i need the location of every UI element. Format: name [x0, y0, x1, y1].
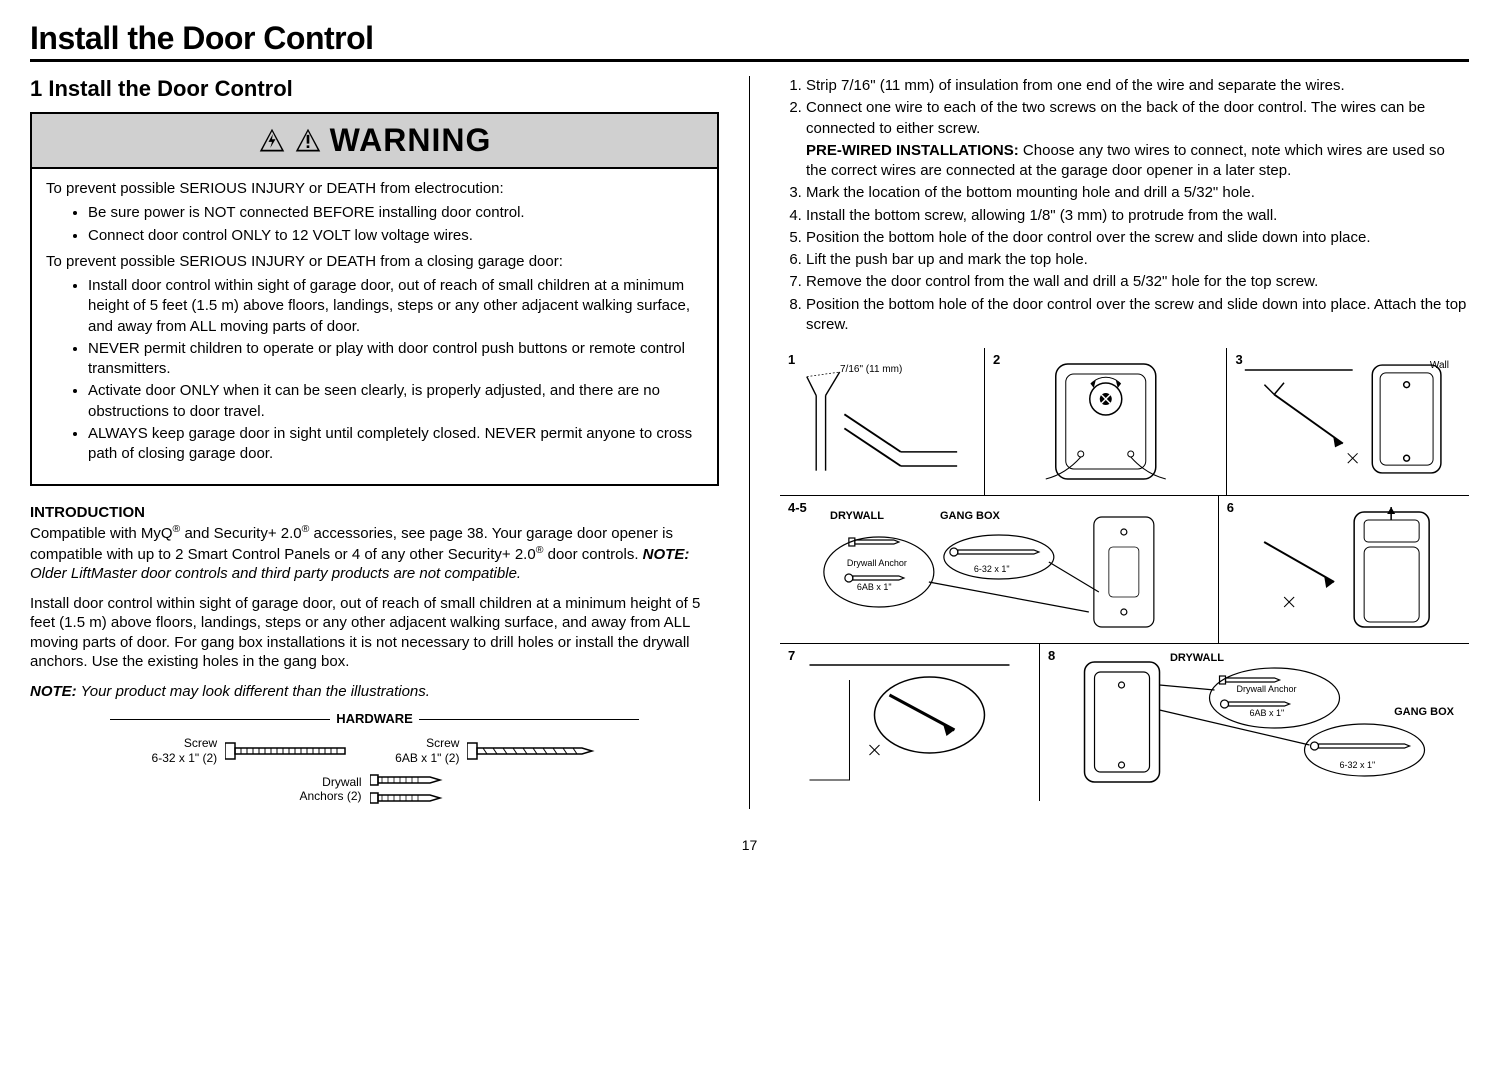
warning-header: WARNING [32, 114, 717, 169]
step-item: Connect one wire to each of the two scre… [806, 98, 1469, 181]
diagram-number: 7 [788, 648, 795, 663]
diagram-number: 1 [788, 352, 795, 367]
introduction-p3: NOTE: Your product may look different th… [30, 682, 719, 702]
hardware-screw2: Screw 6AB x 1" (2) [395, 736, 597, 765]
hardware-label: Screw [395, 736, 459, 750]
diagram-7: 7 [780, 644, 1040, 801]
diagram-3: 3 Wall [1227, 348, 1469, 495]
hardware-label: Drywall [299, 775, 361, 789]
warning-box: WARNING To prevent possible SERIOUS INJU… [30, 112, 719, 486]
diagram-6: 6 [1219, 496, 1469, 643]
diagram-number: 3 [1235, 352, 1242, 367]
hardware-row: Screw 6-32 x 1" (2) Screw 6AB x 1" [30, 726, 719, 765]
hardware-anchor: Drywall Anchors (2) [299, 769, 449, 809]
diagram-8: 8 DRYWALL GANG BOX Drywall Anchor 6AB x … [1040, 644, 1469, 801]
content-columns: 1 Install the Door Control WARNING To pr… [30, 76, 1469, 809]
warning-list-2: Install door control within sight of gar… [46, 276, 703, 464]
svg-text:Drywall Anchor: Drywall Anchor [847, 558, 907, 568]
warning-bullet: NEVER permit children to operate or play… [88, 339, 703, 380]
step-item: Lift the push bar up and mark the top ho… [806, 250, 1469, 270]
hardware-title: HARDWARE [30, 711, 719, 726]
page-number: 17 [30, 837, 1469, 853]
diagram-area: 1 7/16" (11 mm) 2 [780, 347, 1469, 801]
svg-text:6-32 x 1": 6-32 x 1" [1339, 760, 1375, 770]
hardware-section: HARDWARE Screw 6-32 x 1" (2) [30, 711, 719, 809]
introduction-heading: INTRODUCTION [30, 504, 719, 521]
svg-text:Drywall Anchor: Drywall Anchor [1236, 684, 1296, 694]
diagram-row: 1 7/16" (11 mm) 2 [780, 348, 1469, 496]
warning-body: To prevent possible SERIOUS INJURY or DE… [32, 169, 717, 484]
step-text: Connect one wire to each of the two scre… [806, 99, 1425, 136]
svg-text:6-32 x 1": 6-32 x 1" [974, 564, 1010, 574]
step-subtitle: 1 Install the Door Control [30, 76, 719, 102]
warning-bullet: Connect door control ONLY to 12 VOLT low… [88, 226, 703, 246]
diagram-number: 8 [1048, 648, 1055, 663]
hardware-label: 6AB x 1" (2) [395, 751, 459, 765]
introduction-p1: Compatible with MyQ® and Security+ 2.0® … [30, 523, 719, 584]
svg-text:6AB x 1": 6AB x 1" [1249, 708, 1284, 718]
step-item: Position the bottom hole of the door con… [806, 228, 1469, 248]
step-item: Remove the door control from the wall an… [806, 272, 1469, 292]
electric-hazard-icon [258, 127, 286, 155]
diagram-number: 2 [993, 352, 1000, 367]
diagram-2: 2 [985, 348, 1228, 495]
diagram-1: 1 7/16" (11 mm) [780, 348, 985, 495]
warning-bullet: Be sure power is NOT connected BEFORE in… [88, 203, 703, 223]
note-text: Your product may look different than the… [77, 683, 430, 700]
warning-lead-2: To prevent possible SERIOUS INJURY or DE… [46, 252, 703, 272]
note-label: NOTE: [30, 683, 77, 700]
step-item: Mark the location of the bottom mounting… [806, 183, 1469, 203]
section-title: Install the Door Control [30, 20, 1469, 62]
diagram-number: 6 [1227, 500, 1234, 515]
step-item: Strip 7/16" (11 mm) of insulation from o… [806, 76, 1469, 96]
diagram-number: 4-5 [788, 500, 807, 515]
screw-icon [467, 739, 597, 763]
diagram-row: 4-5 DRYWALL GANG BOX Drywall Anchor 6AB … [780, 496, 1469, 644]
screw-icon [225, 739, 355, 763]
intro-text: door controls. [543, 546, 642, 563]
intro-text: and Security+ 2.0 [180, 525, 301, 542]
diagram-label: 7/16" (11 mm) [840, 364, 902, 375]
left-column: 1 Install the Door Control WARNING To pr… [30, 76, 719, 809]
hardware-label: 6-32 x 1" (2) [152, 751, 218, 765]
intro-text: Compatible with MyQ [30, 525, 173, 542]
step-subnote: PRE-WIRED INSTALLATIONS: Choose any two … [806, 141, 1469, 182]
gangbox-label: GANG BOX [1394, 706, 1454, 718]
hardware-label: Screw [152, 736, 218, 750]
step-item: Install the bottom screw, allowing 1/8" … [806, 206, 1469, 226]
mark-wall-icon [1235, 354, 1461, 484]
right-column: Strip 7/16" (11 mm) of insulation from o… [749, 76, 1469, 809]
note-label: NOTE: [643, 546, 690, 563]
hardware-screw1: Screw 6-32 x 1" (2) [152, 736, 356, 765]
note-text: Older LiftMaster door controls and third… [30, 565, 521, 582]
installation-steps: Strip 7/16" (11 mm) of insulation from o… [780, 76, 1469, 335]
drywall-label: DRYWALL [1170, 652, 1224, 664]
gangbox-label: GANG BOX [940, 510, 1000, 522]
anchor-icon [370, 769, 450, 809]
lift-bar-icon [1227, 502, 1461, 632]
warning-lead-1: To prevent possible SERIOUS INJURY or DE… [46, 179, 703, 199]
subnote-label: PRE-WIRED INSTALLATIONS: [806, 142, 1019, 159]
diagram-row: 7 8 DRYWA [780, 644, 1469, 801]
caution-icon [294, 127, 322, 155]
warning-bullet: Activate door ONLY when it can be seen c… [88, 381, 703, 422]
hardware-row: Drywall Anchors (2) [30, 765, 719, 809]
warning-label: WARNING [330, 122, 492, 159]
hardware-label: Anchors (2) [299, 789, 361, 803]
warning-bullet: Install door control within sight of gar… [88, 276, 703, 337]
svg-text:6AB x 1": 6AB x 1" [857, 582, 892, 592]
warning-list-1: Be sure power is NOT connected BEFORE in… [46, 203, 703, 246]
diagram-4-5: 4-5 DRYWALL GANG BOX Drywall Anchor 6AB … [780, 496, 1219, 643]
door-control-back-icon [993, 354, 1219, 484]
warning-bullet: ALWAYS keep garage door in sight until c… [88, 424, 703, 465]
drywall-label: DRYWALL [830, 510, 884, 522]
step-item: Position the bottom hole of the door con… [806, 295, 1469, 336]
diagram-label: Wall [1430, 360, 1449, 371]
introduction-p2: Install door control within sight of gar… [30, 594, 719, 672]
drill-icon [788, 650, 1031, 790]
final-mount-icon: Drywall Anchor 6AB x 1" 6-32 x 1" [1048, 650, 1461, 790]
